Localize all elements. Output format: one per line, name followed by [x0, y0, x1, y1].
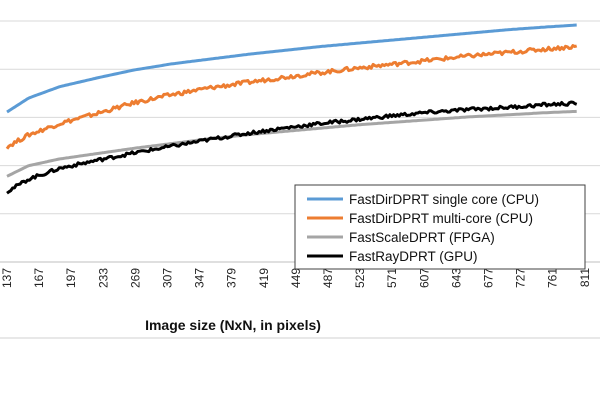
legend-label: FastScaleDPRT (FPGA) — [349, 230, 495, 245]
x-tick-label: 419 — [257, 268, 271, 288]
x-tick-label: 379 — [225, 268, 239, 288]
series-line — [5, 44, 578, 150]
x-tick-label: 811 — [578, 268, 592, 287]
legend-label: FastRayDPRT (GPU) — [349, 249, 478, 264]
x-tick-label: 487 — [321, 268, 335, 288]
x-tick-label: 307 — [161, 268, 175, 288]
legend-box — [294, 184, 586, 270]
x-tick-label: 449 — [289, 268, 303, 288]
x-tick-label: 727 — [514, 268, 528, 288]
x-tick-label: 347 — [193, 268, 207, 288]
series-line — [6, 100, 578, 195]
x-tick-label: 571 — [385, 268, 399, 288]
x-tick-label: 607 — [417, 268, 431, 288]
x-tick-label: 761 — [546, 268, 560, 288]
x-tick-label: 167 — [32, 268, 46, 288]
x-tick-label: 197 — [64, 268, 78, 288]
legend-label: FastDirDPRT single core (CPU) — [349, 192, 539, 207]
x-tick-label: 523 — [353, 268, 367, 288]
series-lines — [5, 23, 578, 195]
x-tick-label: 269 — [128, 268, 142, 288]
series-line — [6, 109, 577, 178]
x-tick-label: 137 — [0, 268, 14, 288]
legend-label: FastDirDPRT multi-core (CPU) — [349, 211, 533, 226]
x-axis-title: Image size (NxN, in pixels) — [145, 317, 321, 333]
legend: FastDirDPRT single core (CPU) FastDirDPRT… — [294, 184, 586, 270]
series-line — [6, 23, 577, 114]
x-tick-label: 677 — [482, 268, 496, 288]
x-tick-labels: 137 167 197 233 269 307 347 379 419 449 487 523 571 6… — [0, 268, 592, 288]
x-tick-label: 233 — [96, 268, 110, 288]
x-tick-label: 643 — [449, 268, 463, 288]
